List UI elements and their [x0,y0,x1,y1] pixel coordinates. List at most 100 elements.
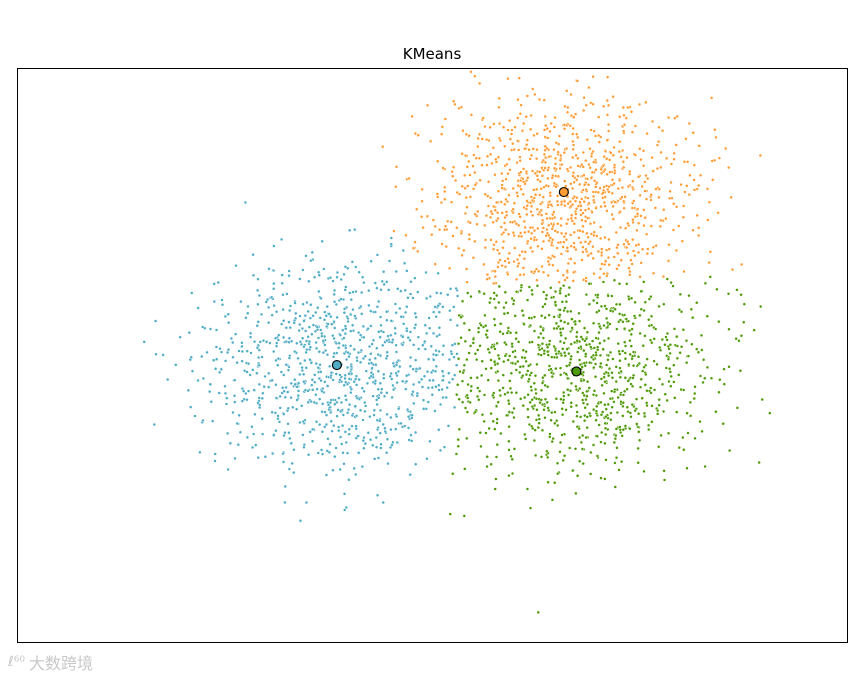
data-point [663,342,667,347]
data-point [536,177,540,182]
data-point [429,370,434,375]
data-point [469,294,473,299]
data-point [595,347,600,352]
data-point [508,168,512,172]
data-point [240,349,245,354]
data-point [669,384,673,388]
data-point [684,338,689,343]
data-point [406,296,410,300]
data-point [376,456,381,460]
data-point [525,298,530,302]
data-point [287,356,292,360]
data-point [174,363,178,367]
data-point [529,209,533,214]
data-point [332,351,337,356]
data-point [332,326,337,330]
data-point [594,185,598,189]
data-point [473,74,477,78]
data-point [563,336,568,341]
data-point [489,358,493,362]
data-point [483,238,488,242]
data-point [459,335,463,340]
data-point [553,156,558,161]
data-point [511,230,516,235]
data-point [611,204,615,209]
data-point [410,114,414,119]
data-point [431,310,436,314]
data-point [672,151,676,156]
data-point [232,378,237,382]
data-point [513,355,518,359]
data-point [580,447,585,451]
data-point [319,370,323,374]
data-point [713,128,717,132]
data-point [482,393,487,397]
data-point [298,518,303,523]
data-point [551,212,555,217]
data-point [448,308,452,313]
data-point [542,351,546,356]
data-point [620,349,625,353]
data-point [559,252,564,256]
data-point [391,387,396,392]
data-point [727,365,731,369]
data-point [452,405,457,410]
data-point [434,364,439,369]
data-point [455,225,459,230]
data-point [592,179,597,183]
data-point [666,431,671,436]
data-point [640,396,644,400]
data-point [341,343,346,348]
data-point [581,188,585,192]
cluster-center [558,186,569,198]
data-point [431,331,436,336]
data-point [668,370,673,374]
data-point [592,230,596,234]
data-point [610,370,614,375]
data-point [379,446,383,450]
data-point [485,277,489,281]
data-point [507,251,512,256]
data-point [237,413,241,418]
data-point [205,350,209,355]
data-point [546,223,551,228]
data-point [379,323,383,328]
data-point [553,300,558,304]
data-point [382,376,386,380]
data-point [605,209,609,213]
data-point [575,410,579,414]
data-point [628,269,632,274]
data-point [489,411,493,416]
data-point [486,180,491,184]
data-point [605,325,610,330]
data-point [377,419,382,423]
data-point [501,386,505,390]
data-point [590,170,595,175]
data-point [519,283,524,288]
data-point [717,390,721,395]
data-point [558,308,562,312]
data-point [471,337,476,342]
data-point [606,122,611,127]
data-point [390,395,394,400]
data-point [276,416,280,421]
data-point [367,344,372,349]
data-point [440,125,445,129]
data-point [547,262,551,267]
data-point [362,446,366,450]
data-point [636,355,641,359]
data-point [692,391,697,396]
data-point [344,327,348,331]
data-point [426,357,431,362]
data-point [500,186,504,190]
data-point [494,455,499,459]
data-point [256,355,261,360]
data-point [707,200,712,204]
data-point [342,492,347,496]
data-point [249,351,253,355]
data-point [506,272,510,277]
data-point [333,454,337,459]
data-point [573,447,578,451]
data-point [198,450,202,455]
data-point [579,197,584,201]
